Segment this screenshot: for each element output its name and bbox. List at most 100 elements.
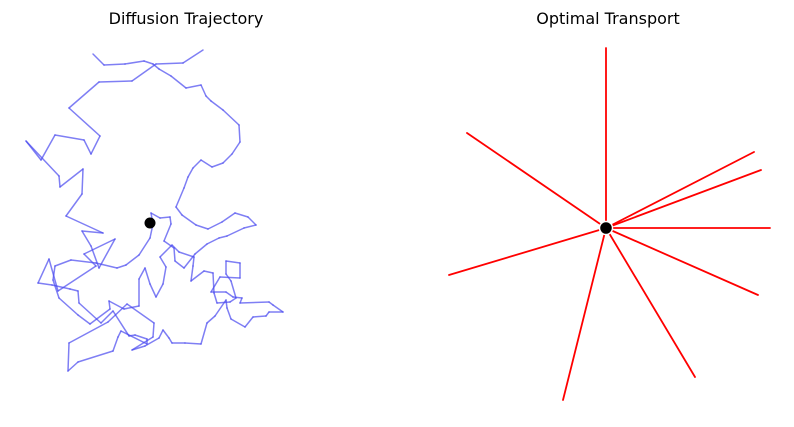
trajectory-segment	[205, 95, 212, 102]
trajectory-segment	[184, 342, 202, 345]
trajectory-segment	[226, 227, 245, 237]
trajectory-layer	[25, 49, 284, 372]
trajectory-segment	[68, 107, 101, 137]
trajectory-segment	[59, 168, 84, 188]
trajectory-segment	[131, 336, 154, 351]
trajectory-segment	[173, 247, 176, 262]
trajectory-segment	[230, 280, 237, 299]
trajectory-segment	[107, 303, 128, 323]
trajectory-segment	[150, 212, 161, 219]
trajectory-segment	[213, 292, 218, 304]
transport-ray	[605, 151, 755, 229]
trajectory-segment	[195, 224, 209, 230]
trajectory-segment	[247, 216, 257, 226]
trajectory-segment	[206, 237, 220, 245]
trajectory-segment	[68, 321, 109, 344]
trajectory-segment	[268, 301, 274, 306]
trajectory-segment	[149, 283, 157, 298]
trajectory-segment	[40, 134, 56, 161]
trajectory-segment	[108, 300, 125, 310]
trajectory-segment	[192, 159, 202, 169]
trajectory-segment	[210, 276, 221, 293]
trajectory-segment	[175, 206, 183, 216]
trajectory-segment	[70, 259, 97, 264]
trajectory-segment	[83, 139, 92, 155]
trajectory-segment	[169, 216, 172, 225]
trajectory-segment	[175, 187, 185, 208]
optimal-transport-panel: Optimal Transport	[448, 9, 771, 401]
trajectory-segment	[159, 256, 167, 268]
trajectory-segment	[77, 290, 80, 304]
trajectory-segment	[183, 253, 196, 269]
trajectory-segment	[203, 270, 214, 274]
trajectory-segment	[77, 350, 114, 363]
trajectory-segment	[187, 167, 194, 178]
trajectory-segment	[162, 266, 167, 285]
trajectory-segment	[134, 334, 148, 340]
trajectory-segment	[206, 315, 216, 324]
trajectory-segment	[171, 244, 180, 253]
trajectory-segment	[77, 314, 91, 325]
start-point-marker	[144, 217, 156, 229]
trajectory-segment	[92, 53, 105, 66]
trajectory-segment	[25, 140, 60, 177]
trajectory-segment	[200, 84, 207, 97]
transport-ray	[448, 227, 607, 276]
trajectory-segment	[163, 223, 172, 242]
trajectory-segment	[83, 238, 116, 255]
trajectory-segment	[37, 282, 53, 286]
trajectory-segment	[226, 307, 232, 320]
trajectory-segment	[69, 288, 79, 292]
trajectory-segment	[152, 322, 155, 338]
trajectory-segment	[89, 308, 111, 325]
trajectory-segment	[185, 84, 202, 89]
trajectory-segment	[144, 267, 151, 285]
trajectory-segment	[194, 243, 208, 255]
trajectory-segment	[58, 175, 61, 188]
trajectory-segment	[57, 265, 97, 292]
trajectory-segment	[272, 304, 284, 313]
trajectory-segment	[163, 240, 175, 249]
optimal-transport-title: Optimal Transport	[536, 9, 679, 28]
trajectory-segment	[37, 258, 50, 284]
trajectory-segment	[168, 337, 173, 344]
transport-ray	[605, 227, 696, 378]
trajectory-segment	[252, 315, 267, 318]
trajectory-segment	[222, 153, 233, 164]
trajectory-segment	[65, 215, 104, 234]
diffusion-trajectory-panel: Diffusion Trajectory	[25, 9, 284, 372]
transport-ray	[605, 169, 762, 229]
trajectory-segment	[120, 330, 148, 345]
trajectory-segment	[144, 337, 160, 347]
trajectory-segment	[117, 330, 122, 338]
trajectory-segment	[58, 297, 79, 316]
trajectory-segment	[230, 318, 246, 328]
trajectory-segment	[239, 297, 243, 304]
trajectory-segment	[218, 235, 228, 239]
trajectory-segment	[116, 264, 127, 269]
trajectory-segment	[239, 301, 270, 304]
trajectory-segment	[221, 212, 236, 223]
trajectory-segment	[52, 265, 56, 281]
trajectory-segment	[67, 361, 79, 372]
trajectory-segment	[152, 63, 160, 70]
trajectory-segment	[95, 262, 118, 269]
trajectory-segment	[158, 68, 172, 77]
trajectory-segment	[124, 60, 145, 65]
trajectory-segment	[98, 238, 116, 269]
trajectory-segment	[216, 301, 231, 304]
trajectory-segment	[83, 253, 97, 267]
trajectory-segment	[211, 162, 224, 168]
trajectory-segment	[225, 291, 234, 298]
trajectory-segment	[155, 283, 164, 298]
trajectory-segment	[125, 254, 140, 266]
trajectory-segment	[225, 260, 241, 264]
trajectory-segment	[182, 49, 204, 64]
trajectory-segment	[229, 297, 237, 303]
trajectory-segment	[212, 272, 215, 294]
trajectory-segment	[131, 63, 157, 82]
trajectory-segment	[98, 80, 133, 83]
trajectory-segment	[225, 299, 228, 309]
trajectory-segment	[81, 230, 104, 234]
